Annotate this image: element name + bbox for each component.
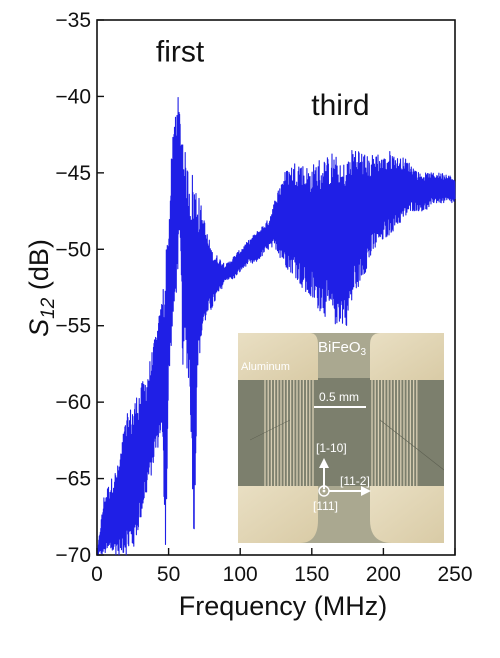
- y-axis-ticks: −70 −65 −60 −55 −50 −45 −40 −35: [55, 9, 104, 567]
- y-tick-label: −55: [55, 315, 91, 338]
- y-tick-label: −40: [55, 85, 91, 108]
- arrow-up-icon: [319, 458, 329, 468]
- arrow-right-icon: [361, 486, 371, 496]
- annotation-third: third: [311, 89, 369, 122]
- y-tick-label: −35: [55, 9, 91, 32]
- x-tick-label: 0: [91, 563, 103, 586]
- direction-up-label: [1-10]: [316, 441, 347, 455]
- annotation-first: first: [156, 35, 205, 68]
- idt-fingers: [264, 380, 418, 486]
- x-tick-label: 200: [366, 563, 401, 586]
- x-axis-ticks: 0 50 100 150 200 250: [91, 548, 473, 586]
- y-tick-label: −70: [55, 544, 91, 567]
- aluminum-pad-top-left: [238, 333, 318, 380]
- s12-series-line: [96, 97, 456, 556]
- x-tick-label: 150: [294, 563, 329, 586]
- y-tick-label: −60: [55, 391, 91, 414]
- material-label: BiFeO3: [318, 339, 367, 358]
- x-tick-label: 50: [157, 563, 180, 586]
- y-axis-title-symbol: S: [24, 319, 54, 337]
- plot-frame: [96, 19, 456, 556]
- y-tick-label: −45: [55, 162, 91, 185]
- x-tick-label: 100: [223, 563, 258, 586]
- material-label-main: BiFeO: [318, 339, 361, 356]
- y-tick-label: −50: [55, 238, 91, 261]
- material-label-subscript: 3: [361, 347, 367, 358]
- inset-micrograph: Aluminum BiFeO3 0.5 mm [1-10] [11-2] [11…: [238, 333, 444, 543]
- x-axis-title: Frequency (MHz): [179, 591, 388, 621]
- aluminum-pad-top-right: [370, 333, 444, 380]
- y-axis-title: S12 (dB): [24, 239, 59, 337]
- y-axis-title-unit: (dB): [24, 239, 54, 298]
- direction-right-label: [11-2]: [340, 474, 370, 488]
- surface-scratch: [249, 419, 291, 441]
- direction-normal-label: [111]: [313, 499, 338, 513]
- axis-out-of-plane-circle: [318, 485, 330, 497]
- surface-scratch: [379, 419, 444, 471]
- x-tick-label: 250: [437, 563, 472, 586]
- aluminum-pad-bottom-right: [370, 486, 444, 543]
- aluminum-pad-bottom-left: [238, 486, 318, 543]
- y-axis-title-subscript: 12: [38, 297, 59, 319]
- electrode-label: Aluminum: [241, 361, 290, 373]
- scale-label: 0.5 mm: [319, 390, 359, 404]
- axis-out-of-plane-dot: [322, 489, 326, 493]
- y-tick-label: −65: [55, 468, 91, 491]
